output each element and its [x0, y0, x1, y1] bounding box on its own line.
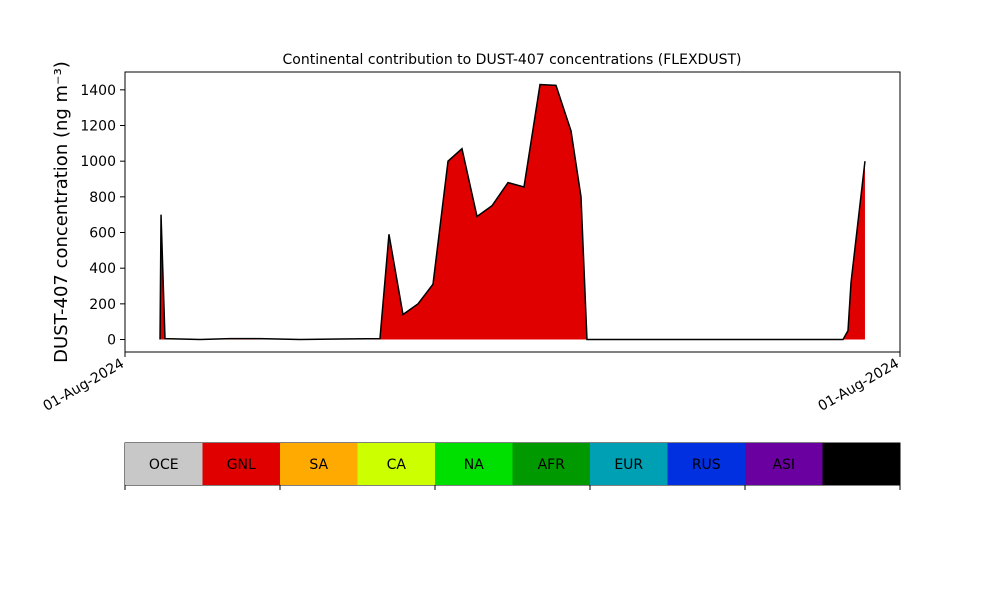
colorbar-swatch	[667, 443, 745, 485]
colorbar-label: CA	[387, 457, 407, 473]
colorbar-label: AUS	[847, 457, 876, 473]
colorbar-label: SA	[309, 457, 328, 473]
colorbar-swatch	[745, 443, 823, 485]
colorbar-swatch	[125, 443, 203, 485]
y-axis-label: DUST-407 concentration (ng m⁻³)	[51, 61, 72, 363]
colorbar-label: AFR	[538, 457, 566, 473]
outline	[159, 83, 866, 341]
colorbar-swatch	[822, 443, 900, 485]
colorbar-label: NA	[464, 457, 484, 473]
colorbar-label: GNL	[227, 457, 256, 473]
colorbar-swatch	[512, 443, 590, 485]
colorbar-swatch	[357, 443, 435, 485]
colorbar-label: RUS	[692, 457, 721, 473]
area	[160, 84, 865, 340]
y-tick-label: 800	[89, 190, 116, 206]
y-tick-label: 1000	[80, 154, 116, 170]
colorbar-swatch	[590, 443, 668, 485]
chart-title: Continental contribution to DUST-407 con…	[283, 52, 742, 68]
x-tick-label: 01-Aug-2024	[816, 356, 903, 415]
y-tick-label: 200	[89, 297, 116, 313]
y-tick-label: 400	[89, 261, 116, 277]
colorbar-label: ASI	[772, 457, 795, 473]
colorbar-swatch	[202, 443, 280, 485]
x-tick-label: 01-Aug-2024	[41, 356, 128, 415]
colorbar-label: EUR	[614, 457, 643, 473]
y-tick-label: 1400	[80, 83, 116, 99]
y-tick-label: 600	[89, 226, 116, 242]
colorbar-label: OCE	[149, 457, 179, 473]
y-tick-label: 1200	[80, 119, 116, 135]
y-tick-label: 0	[107, 333, 116, 349]
plot-frame	[124, 71, 901, 353]
colorbar-swatch	[435, 443, 513, 485]
colorbar-ticks	[124, 485, 901, 490]
colorbar-swatch	[280, 443, 358, 485]
